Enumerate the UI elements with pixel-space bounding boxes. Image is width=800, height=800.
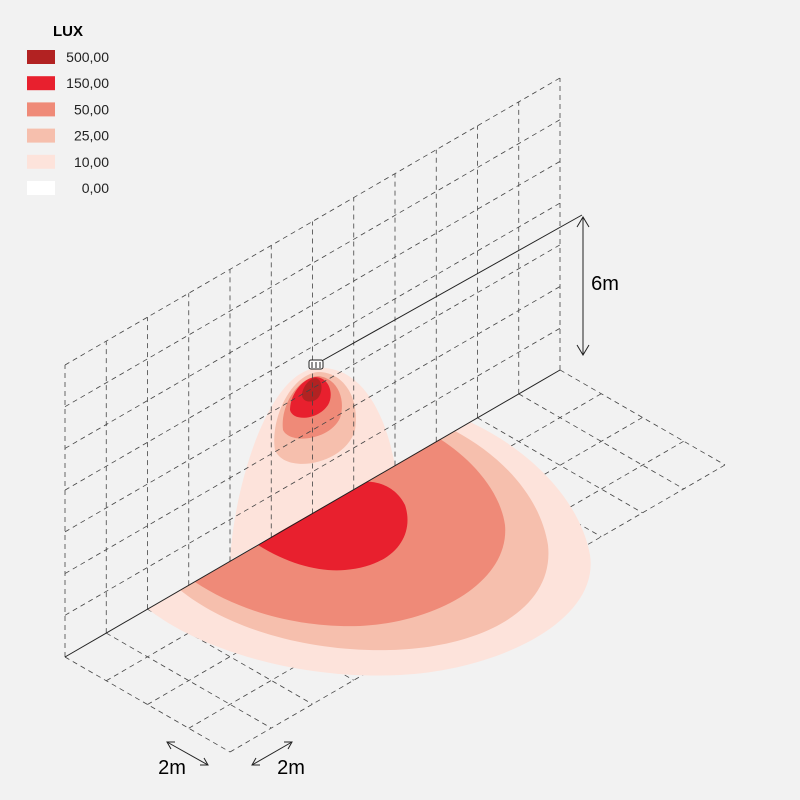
legend-swatch [27,128,55,143]
floor-isolux [148,422,591,676]
legend-title: LUX [53,23,83,40]
grid-dimension [166,741,293,766]
floor-line [64,656,231,753]
grid-label: 2m [158,757,186,779]
legend-swatch [27,76,55,91]
legend-label: 500,00 [66,49,109,65]
floor-line [106,632,272,729]
wall-base [64,369,561,658]
fixture [308,359,324,370]
legend-swatch [27,154,55,169]
legend-label: 50,00 [74,101,109,117]
legend: 500,00 150,00 50,00 25,00 10,00 0,00 [27,49,109,196]
legend-label: 150,00 [66,75,109,91]
floor-line [559,369,726,466]
legend-swatch [27,102,55,117]
height-dimension [576,216,590,356]
floor-line [518,393,684,490]
legend-swatch [27,50,55,64]
grid-label: 2m [277,757,305,779]
legend-label: 0,00 [82,180,109,196]
height-label: 6m [591,273,619,295]
fixture-line [317,214,583,364]
legend-label: 25,00 [74,128,109,144]
legend-swatch [27,181,55,195]
floor-line [477,417,643,514]
legend-label: 10,00 [74,154,109,170]
